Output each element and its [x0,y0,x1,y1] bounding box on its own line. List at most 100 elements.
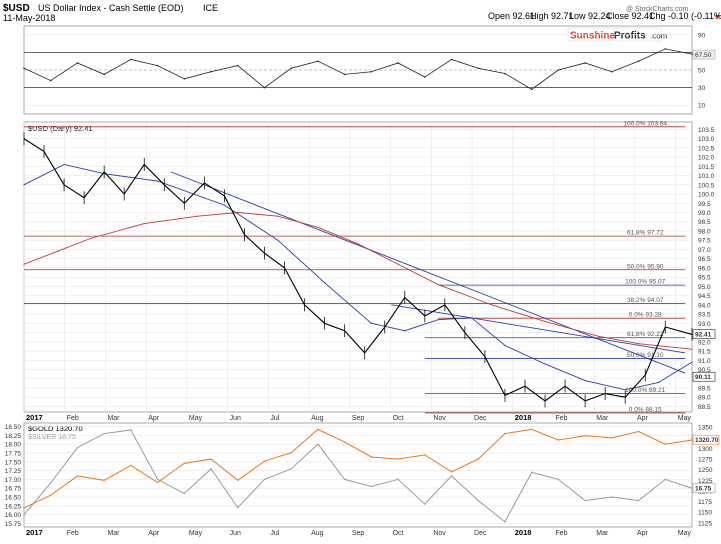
gold-tick-label: 1250 [698,467,713,474]
silver-point [477,499,479,502]
silver-point [530,471,533,474]
rsi-y-axis: 9070503010 [698,32,706,109]
rsi-tick-label: 90 [698,32,706,39]
silver-point [156,478,159,481]
gs-x-label: Sep [352,530,365,537]
gold-point [584,435,586,437]
gold-point [76,475,79,477]
ma-200-line [23,212,693,350]
rsi-point [156,64,159,67]
gold-last-box [692,434,720,445]
usd-panel-title: $USD (Daily) 92.41 [28,124,93,133]
silver-point [50,482,52,484]
gold-point [397,458,399,460]
silver-tick-label: 16.50 [5,495,22,502]
silver-last-value: 16.75 [695,486,712,493]
ma-point [143,222,145,225]
ma-point [23,184,25,186]
ma-point [223,204,225,206]
rsi-point [611,70,613,73]
rsi-point [210,70,212,73]
quote-change-marker: ▼ [714,14,721,21]
rsi-point [290,67,293,70]
usd-x-label: Feb [556,415,568,422]
rsi-point [317,60,319,62]
usd-tick-label: 96.5 [698,256,711,263]
usd-tick-label: 91.5 [698,349,711,356]
ma-point [277,215,279,217]
ma-point [56,250,59,252]
ma-point [658,381,660,384]
ma-point [157,180,159,182]
gold-point [50,494,52,496]
ma-point [90,237,92,239]
rsi-point [664,48,667,50]
fib-label: 100.0% 89.21 [625,387,666,394]
usd-price-line [23,132,693,408]
gold-point [183,462,186,465]
quote-close: Close 92.41 [606,11,654,21]
svg-text:.com: .com [650,32,668,41]
usd-tick-label: 102.5 [698,145,715,152]
gold-tick-label: 1175 [698,499,712,506]
usd-x-label: May [189,415,203,422]
silver-point [290,468,292,470]
rsi-tick-label: 30 [698,85,706,92]
usd-y-axis: 103.5 103.0 102.5 102.0 101.5 101.0 100.5 100.0… [698,127,715,411]
rsi-point [183,78,186,80]
usd-right-value: 92.41 [695,332,712,339]
trend-line-lower [391,304,686,354]
usd-frame [23,121,693,413]
silver-point [76,446,79,449]
rsi-point [424,76,426,78]
fib-label: 50.0% 95.90 [627,263,664,270]
gold-point [290,452,292,454]
gs-x-label: Apr [148,530,160,537]
rsi-last-label: 67.50 [692,49,716,60]
header-symbol: $USD [3,3,30,14]
ma-point [504,344,506,347]
rsi-line [23,48,693,91]
gold-point [504,432,506,435]
svg-text:Profits: Profits [614,31,646,42]
gold-point [611,437,613,439]
gold-tick-label: 1300 [698,446,713,453]
rsi-point [504,72,506,75]
silver-tick-label: 18.50 [5,424,22,431]
rsi-point [397,62,399,64]
silver-point [183,492,186,495]
gold-point [450,471,453,473]
usd-tick-label: 98.5 [698,219,711,226]
ma-point [370,322,372,324]
usd-x-axis: 2017 Feb Mar Apr May Jun Jul Aug Sep Oct Nov Dec 201… [26,413,691,422]
usd-right-box [692,329,716,340]
rsi-point [236,64,239,67]
gold-point [477,458,479,460]
gold-tick-label: 1275 [698,457,713,464]
silver-tick-label: 17.75 [5,450,22,457]
silver-point [210,468,212,470]
silver-last-box [692,483,716,494]
header-exchange: ICE [203,3,218,13]
rsi-last-value: 67.50 [695,52,712,59]
gs-x-label: 2017 [26,528,43,537]
gold-legend-entry: $GOLD 1320.70 [28,424,83,433]
ma-point [544,320,546,323]
fib-label: 61.8% 92.22 [627,331,664,338]
gs-frame [23,422,693,528]
gs-x-label: Mar [107,530,120,537]
rsi-point [343,73,346,76]
quote-change: Chg -0.10 (-0.11%) [649,11,721,21]
rsi-point [49,79,52,82]
rsi-point [103,73,105,76]
usd-x-label: Nov [433,415,446,422]
fib-label: 38.2% 94.07 [627,297,664,304]
gs-x-label: Nov [433,530,446,537]
rsi-point [557,69,560,71]
gold-point [637,430,640,433]
fib-label: 100.0% 95.07 [625,279,666,286]
gs-legend: $GOLD 1320.70$SILVER 16.75 [28,424,83,441]
gold-point [210,458,212,460]
